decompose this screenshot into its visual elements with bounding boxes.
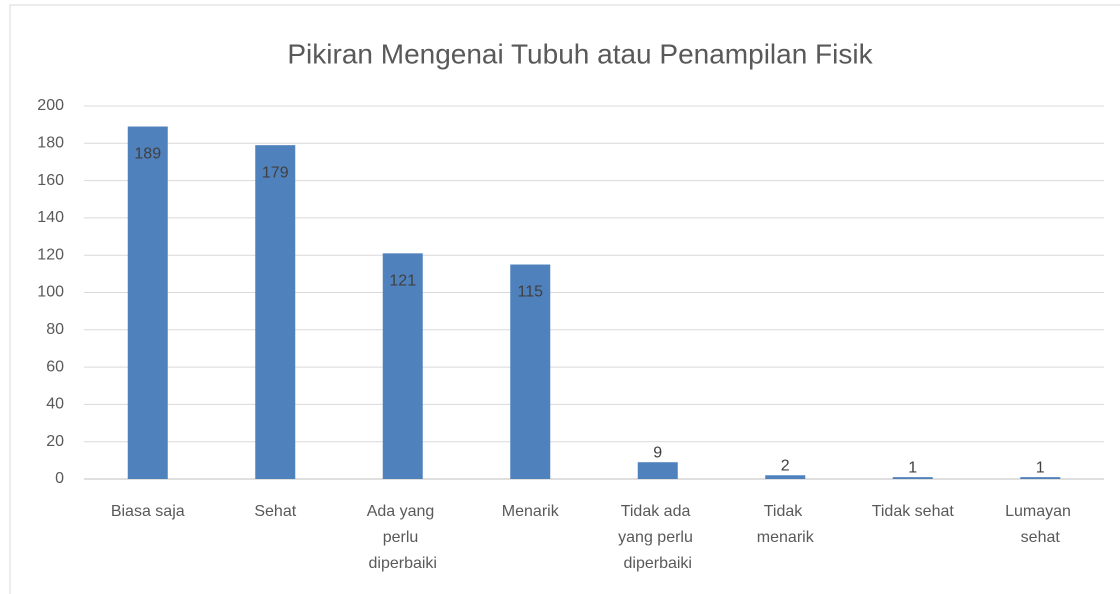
x-tick-label: Sehat	[254, 503, 296, 520]
y-tick-label: 200	[37, 97, 64, 114]
bar	[637, 462, 678, 479]
data-label: 1	[1036, 459, 1045, 476]
bar	[510, 264, 551, 479]
data-label: 121	[389, 273, 416, 290]
y-tick-label: 160	[37, 172, 64, 189]
data-label: 189	[134, 146, 161, 163]
data-label: 179	[262, 164, 289, 181]
data-label: 9	[653, 444, 662, 461]
y-tick-label: 120	[37, 246, 64, 263]
x-tick-label: Tidak ada yang perlu diperbaiki	[618, 503, 697, 572]
y-tick-label: 100	[37, 284, 64, 301]
x-tick-label: Menarik	[502, 503, 560, 520]
x-tick-label: Ada yang perlu diperbaiki	[367, 503, 439, 572]
data-label: 115	[517, 284, 543, 301]
bar	[765, 475, 806, 479]
data-label: 1	[908, 459, 917, 476]
data-label: 2	[781, 457, 790, 474]
y-tick-label: 80	[46, 321, 64, 338]
y-tick-label: 60	[46, 358, 64, 375]
bar	[892, 477, 933, 479]
x-tick-label: Tidak menarik	[757, 503, 815, 546]
y-tick-label: 20	[46, 433, 64, 450]
chart-title: Pikiran Mengenai Tubuh atau Penampilan F…	[287, 38, 873, 69]
y-tick-label: 140	[37, 209, 64, 226]
bar	[382, 253, 423, 479]
x-tick-label: Biasa saja	[111, 503, 185, 520]
y-tick-label: 0	[55, 470, 64, 487]
bar	[255, 145, 296, 480]
x-tick-label: Lumayan sehat	[1005, 503, 1075, 546]
bar	[1020, 477, 1061, 479]
chart-border	[9, 4, 1120, 594]
x-tick-label: Tidak sehat	[872, 503, 955, 520]
y-tick-label: 180	[37, 135, 64, 152]
bar	[127, 126, 168, 479]
y-tick-label: 40	[46, 396, 64, 413]
